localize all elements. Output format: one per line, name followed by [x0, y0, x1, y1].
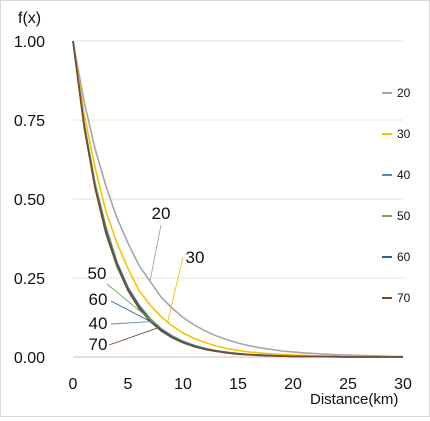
y-tick-label: 0.00 [14, 350, 45, 367]
callout-line-20 [149, 224, 162, 282]
axis-layer: 0.00 0.25 0.50 0.75 1.00 0 5 10 15 20 25 30 [14, 34, 412, 393]
y-tick-label: 1.00 [14, 34, 45, 51]
axis-label-layer: f(x) Distance(km) [18, 10, 398, 408]
x-tick-label: 15 [229, 376, 247, 393]
callout-line-70 [108, 327, 158, 346]
x-tick-label: 5 [124, 376, 133, 393]
legend-label-50: 50 [397, 209, 411, 223]
callout-line-30 [167, 256, 184, 323]
grid-layer [73, 40, 403, 358]
y-tick-label: 0.50 [14, 192, 45, 209]
y-tick-label: 0.75 [14, 113, 45, 130]
x-tick-label: 10 [174, 376, 192, 393]
series-line-20 [72, 40, 403, 358]
x-tick-label: 0 [69, 376, 78, 393]
x-axis-label: Distance(km) [310, 391, 398, 408]
legend-label-20: 20 [397, 86, 411, 100]
legend: 20 30 40 50 60 70 [382, 86, 411, 305]
x-tick-label: 20 [284, 376, 302, 393]
legend-label-60: 60 [397, 250, 411, 264]
legend-label-40: 40 [397, 168, 411, 182]
y-axis-label: f(x) [18, 10, 41, 27]
series-layer [72, 40, 403, 358]
callout-line-40 [110, 321, 154, 325]
legend-label-70: 70 [397, 291, 411, 305]
callout-line-60 [110, 300, 155, 325]
callout-label-40: 40 [89, 314, 108, 333]
callout-label-60: 60 [89, 290, 108, 309]
legend-label-30: 30 [397, 127, 411, 141]
x-tick-label: 30 [394, 376, 412, 393]
callout-label-70: 70 [89, 335, 108, 354]
callout-label-20: 20 [152, 204, 171, 223]
callout-label-50: 50 [88, 264, 107, 283]
annotation-layer: 20 30 50 60 40 70 [88, 204, 205, 354]
callout-label-30: 30 [186, 248, 205, 267]
callout-line-50 [106, 283, 157, 326]
x-tick-label: 25 [339, 376, 357, 393]
series-line-70 [72, 40, 403, 358]
y-tick-label: 0.25 [14, 271, 45, 288]
